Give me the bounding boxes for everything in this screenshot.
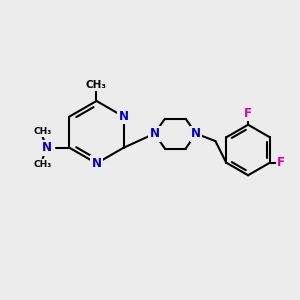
Text: F: F [244,107,252,120]
Text: N: N [118,110,128,123]
Text: CH₃: CH₃ [34,160,52,169]
Text: N: N [92,157,101,170]
Text: N: N [191,127,201,140]
Text: N: N [42,141,52,154]
Text: CH₃: CH₃ [34,127,52,136]
Text: F: F [277,156,285,169]
Text: N: N [149,127,160,140]
Text: CH₃: CH₃ [86,80,107,90]
